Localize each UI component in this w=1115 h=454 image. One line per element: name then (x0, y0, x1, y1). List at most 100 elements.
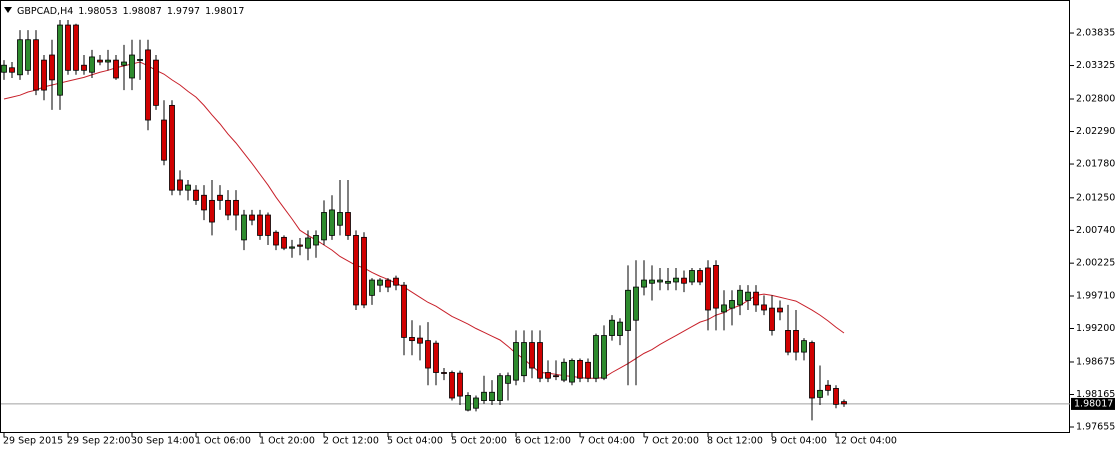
current-price-label: 1.98017 (1074, 398, 1113, 409)
x-tick-label: 12 Oct 04:00 (835, 436, 897, 447)
candle-body (1, 64, 7, 73)
candle-body (689, 270, 695, 283)
candle-body (529, 342, 535, 369)
candle-body (577, 359, 583, 379)
candle-body (393, 277, 399, 286)
candle-body (49, 54, 55, 81)
candle-body (321, 212, 327, 241)
candle-body (113, 59, 119, 79)
candle-body (193, 189, 199, 201)
candle-body (777, 307, 783, 313)
candle-body (673, 277, 679, 283)
candle-body (697, 270, 703, 283)
x-tick-label: 8 Oct 12:00 (707, 436, 763, 447)
candle-body (257, 214, 263, 236)
y-tick-label: 2.00740 (1076, 225, 1115, 236)
header: GBPCAD,H4 1.98053 1.98087 1.9797 1.98017 (17, 6, 244, 17)
candle-body (57, 24, 63, 96)
y-tick-label: 1.98165 (1076, 389, 1115, 400)
candle-body (273, 231, 279, 246)
y-tick-label: 2.00225 (1076, 258, 1115, 269)
candle-body (473, 397, 479, 409)
candle-body (657, 279, 663, 283)
candle-body (817, 389, 823, 398)
candle-body (377, 279, 383, 286)
header-value: 1.98017 (205, 6, 244, 17)
candle-body (17, 39, 23, 76)
y-tick-label: 2.03835 (1076, 28, 1115, 39)
candle-body (233, 199, 239, 216)
y-tick-label: 2.02800 (1076, 94, 1115, 105)
moving-average (3, 61, 845, 379)
candle-body (601, 335, 607, 379)
candle-body (161, 119, 167, 161)
x-tick-label: 29 Sep 2015 (3, 436, 63, 447)
candle-body (753, 291, 759, 306)
x-tick-label: 6 Oct 12:00 (515, 436, 571, 447)
symbol: GBPCAD,H4 (17, 6, 73, 17)
header-value: 1.98053 (78, 6, 117, 17)
candle-body (145, 49, 151, 121)
candle-body (265, 214, 271, 236)
candle-body (785, 330, 791, 353)
candle-body (97, 59, 103, 63)
y-tick-label: 1.99710 (1076, 290, 1115, 301)
candle-body (569, 359, 575, 383)
candle-body (73, 24, 79, 71)
x-tick-label: 2 Oct 12:00 (323, 436, 379, 447)
candle-body (417, 337, 423, 344)
candle-body (801, 340, 807, 353)
candle-body (561, 361, 567, 381)
candle-body (745, 291, 751, 301)
y-tick-label: 2.03325 (1076, 60, 1115, 71)
x-tick-label: 7 Oct 20:00 (643, 436, 699, 447)
candle-body (433, 342, 439, 373)
candle-body (201, 194, 207, 211)
x-tick-label: 1 Oct 06:00 (195, 436, 251, 447)
candle-body (337, 212, 343, 226)
x-tick-label: 29 Sep 22:00 (67, 436, 130, 447)
candle-body (121, 61, 127, 66)
candle-body (497, 375, 503, 401)
candle-body (825, 384, 831, 391)
candle-body (593, 335, 599, 379)
candle-body (705, 267, 711, 311)
candle-body (641, 279, 647, 288)
candle-body (89, 56, 95, 73)
candle-body (385, 279, 391, 288)
candle-body (457, 372, 463, 397)
candle-body (809, 342, 815, 399)
candle-body (553, 375, 559, 378)
candle-body (841, 401, 847, 405)
y-tick-label: 1.99200 (1076, 323, 1115, 334)
x-tick-label: 30 Sep 14:00 (131, 436, 194, 447)
candle-body (137, 59, 143, 61)
candle-body (25, 39, 31, 71)
candle-body (209, 199, 215, 223)
candle-body (177, 179, 183, 191)
candle-body (33, 39, 39, 91)
candle-body (313, 235, 319, 246)
candle-body (409, 337, 415, 342)
menu-arrow[interactable] (4, 7, 12, 13)
current-price-box (1071, 397, 1115, 410)
x-tick-label: 5 Oct 04:00 (387, 436, 443, 447)
candle-body (609, 319, 615, 336)
candle-body (489, 391, 495, 401)
candle-body (345, 212, 351, 236)
candle-body (793, 330, 799, 353)
plot-frame (0, 0, 1070, 433)
y-tick-label: 1.97655 (1076, 422, 1115, 433)
candle-body (649, 279, 655, 284)
candle-body (617, 321, 623, 336)
candle-body (681, 277, 687, 284)
y-tick-label: 1.98675 (1076, 356, 1115, 367)
x-tick-label: 5 Oct 20:00 (451, 436, 507, 447)
candle-body (353, 235, 359, 306)
candle-body (153, 59, 159, 106)
candle-body (449, 372, 455, 399)
candle-body (769, 307, 775, 331)
candle-body (361, 236, 367, 306)
candle-body (513, 342, 519, 381)
